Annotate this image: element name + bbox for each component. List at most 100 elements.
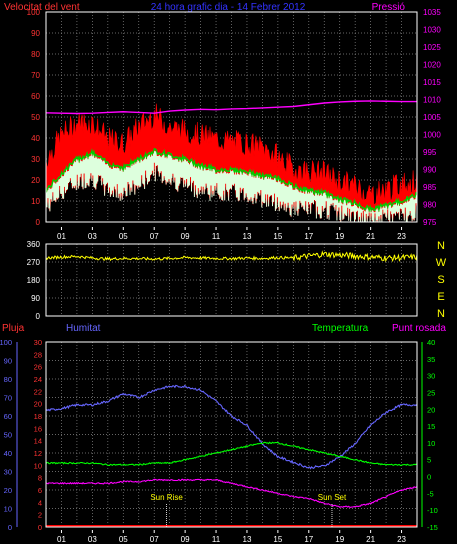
wind-x-tick-label: 07 xyxy=(150,232,159,241)
humidity-y-tick-label: 10 xyxy=(4,505,12,514)
rain-y-tick-label: 18 xyxy=(34,412,42,421)
temp-y-tick-label: 25 xyxy=(427,388,435,397)
wind-y-tick-label: 70 xyxy=(31,71,40,80)
rain-y-tick-label: 4 xyxy=(38,498,42,507)
wind-avg-series xyxy=(45,147,418,213)
temp-y-tick-label: 5 xyxy=(427,456,431,465)
dir-y-tick-label: 270 xyxy=(27,258,41,267)
temperature-series xyxy=(45,441,418,467)
dewpoint-label: Punt rosada xyxy=(392,323,446,334)
wind-x-tick-label: 17 xyxy=(304,232,313,241)
temp-y-tick-label: 10 xyxy=(427,439,435,448)
hum-frame xyxy=(45,341,418,528)
sunset-label: Sun Set xyxy=(318,493,347,502)
dir-y-tick-label: 360 xyxy=(27,240,41,249)
temp-y-tick-label: -5 xyxy=(427,489,434,498)
pressure-y-tick-label: 1030 xyxy=(423,26,441,35)
wind-x-tick-label: 09 xyxy=(181,232,190,241)
wind-y-tick-label: 60 xyxy=(31,92,40,101)
wind-x-tick-label: 19 xyxy=(335,232,344,241)
pressure-y-tick-label: 985 xyxy=(423,183,437,192)
rain-y-tick-label: 14 xyxy=(34,437,42,446)
pressure-y-tick-label: 1015 xyxy=(423,78,441,87)
humidity-label: Humitat xyxy=(66,323,101,334)
wind-y-tick-label: 40 xyxy=(31,134,40,143)
pressure-y-tick-label: 1000 xyxy=(423,131,441,140)
humidity-y-tick-label: 0 xyxy=(8,523,12,532)
compass-n-top: N xyxy=(437,240,445,252)
sunrise-label: Sun Rise xyxy=(150,493,183,502)
temp-y-tick-label: -15 xyxy=(427,523,438,532)
rain-y-tick-label: 20 xyxy=(34,400,42,409)
temp-y-tick-label: 15 xyxy=(427,422,435,431)
rain-y-tick-label: 24 xyxy=(34,375,42,384)
pressure-y-tick-label: 980 xyxy=(423,201,437,210)
hum-x-tick-label: 09 xyxy=(181,535,190,544)
rain-y-tick-label: 12 xyxy=(34,449,42,458)
wind-y-tick-label: 20 xyxy=(31,176,40,185)
dir-frame xyxy=(45,243,418,317)
rain-y-tick-label: 22 xyxy=(34,387,42,396)
humidity-y-tick-label: 40 xyxy=(4,449,12,458)
pressure-y-tick-label: 975 xyxy=(423,218,437,227)
dir-y-tick-label: 180 xyxy=(27,276,41,285)
humidity-y-tick-label: 80 xyxy=(4,375,12,384)
wind-x-tick-label: 21 xyxy=(366,232,375,241)
pressure-series xyxy=(45,100,417,115)
hum-x-tick-label: 21 xyxy=(366,535,375,544)
humidity-y-tick-label: 50 xyxy=(4,431,12,440)
wind-title: Velocitat del vent xyxy=(4,2,80,13)
wind-y-tick-label: 0 xyxy=(36,218,41,227)
humidity-y-tick-label: 60 xyxy=(4,412,12,421)
compass-e: E xyxy=(437,291,444,303)
pressure-y-tick-label: 1035 xyxy=(423,8,441,17)
pressure-y-tick-label: 1025 xyxy=(423,43,441,52)
temp-y-tick-label: 35 xyxy=(427,355,435,364)
hum-x-tick-label: 03 xyxy=(88,535,97,544)
wind-x-tick-label: 23 xyxy=(397,232,406,241)
hum-x-tick-label: 13 xyxy=(243,535,252,544)
wind-frame xyxy=(45,11,418,223)
rain-y-tick-label: 10 xyxy=(34,461,42,470)
wind-y-tick-label: 100 xyxy=(27,8,41,17)
pressure-y-tick-label: 1010 xyxy=(423,96,441,105)
wind-x-tick-label: 01 xyxy=(57,232,66,241)
rain-y-tick-label: 26 xyxy=(34,363,42,372)
wind-y-tick-label: 80 xyxy=(31,50,40,59)
temp-y-tick-label: 40 xyxy=(427,338,435,347)
rain-y-tick-label: 0 xyxy=(38,523,42,532)
wind-x-tick-label: 11 xyxy=(212,232,221,241)
rain-y-tick-label: 16 xyxy=(34,424,42,433)
temp-y-tick-label: 0 xyxy=(427,473,431,482)
compass-s: S xyxy=(437,274,444,286)
temperature-label: Temperatura xyxy=(312,323,369,334)
compass-n-bottom: N xyxy=(437,308,445,320)
wind-y-tick-label: 90 xyxy=(31,29,40,38)
wind-y-tick-label: 30 xyxy=(31,155,40,164)
pressure-y-tick-label: 995 xyxy=(423,148,437,157)
rain-y-tick-label: 8 xyxy=(38,474,42,483)
hum-x-tick-label: 11 xyxy=(212,535,221,544)
rain-y-tick-label: 2 xyxy=(38,511,42,520)
humidity-series xyxy=(45,384,418,470)
humidity-y-tick-label: 100 xyxy=(0,338,12,347)
rain-y-tick-label: 28 xyxy=(34,350,42,359)
hum-x-tick-label: 01 xyxy=(57,535,66,544)
temp-y-tick-label: 20 xyxy=(427,405,435,414)
temp-y-tick-label: 30 xyxy=(427,372,435,381)
wind-y-tick-label: 50 xyxy=(31,113,40,122)
humidity-y-tick-label: 30 xyxy=(4,468,12,477)
pressure-y-tick-label: 1005 xyxy=(423,113,441,122)
compass-w: W xyxy=(436,257,447,269)
hum-x-tick-label: 07 xyxy=(150,535,159,544)
hum-x-tick-label: 23 xyxy=(397,535,406,544)
pressure-y-tick-label: 990 xyxy=(423,166,437,175)
hum-x-tick-label: 05 xyxy=(119,535,128,544)
wind-direction-series xyxy=(45,250,418,263)
pressure-title: Pressió xyxy=(372,2,406,13)
hum-x-tick-label: 19 xyxy=(335,535,344,544)
humidity-y-tick-label: 70 xyxy=(4,394,12,403)
humidity-y-tick-label: 90 xyxy=(4,357,12,366)
wind-x-tick-label: 15 xyxy=(273,232,282,241)
